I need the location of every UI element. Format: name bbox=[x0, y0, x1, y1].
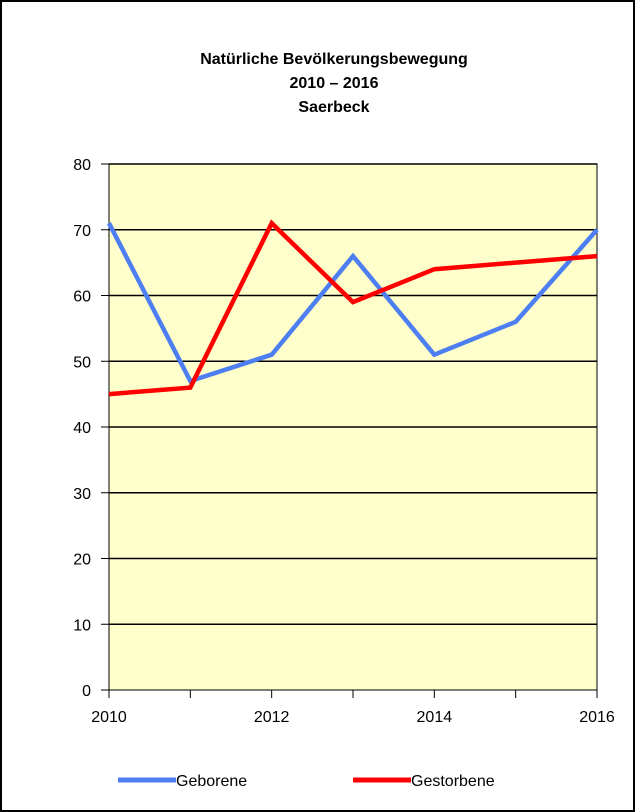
y-tick-label-40: 40 bbox=[73, 420, 91, 437]
series-line-geborene bbox=[106, 222, 599, 384]
chart-title-line-1: Natürliche Bevölkerungsbewegung bbox=[200, 51, 468, 68]
y-tick-label-60: 60 bbox=[73, 289, 91, 306]
y-tick-label-70: 70 bbox=[73, 223, 91, 240]
x-tick-label-2012: 2012 bbox=[254, 709, 290, 726]
legend-label-geborene: Geborene bbox=[176, 773, 247, 790]
y-tick-label-0: 0 bbox=[82, 683, 91, 700]
x-tick-label-2010: 2010 bbox=[91, 709, 127, 726]
series-lines bbox=[106, 219, 599, 397]
y-tick-label-80: 80 bbox=[73, 157, 91, 174]
y-tick-label-20: 20 bbox=[73, 552, 91, 569]
x-tick-label-2016: 2016 bbox=[579, 709, 615, 726]
series-line-gestorbene bbox=[108, 219, 598, 397]
y-tick-label-50: 50 bbox=[73, 354, 91, 371]
chart-title-line-2: 2010 – 2016 bbox=[290, 75, 379, 92]
x-tick-label-2014: 2014 bbox=[417, 709, 453, 726]
y-tick-label-10: 10 bbox=[73, 617, 91, 634]
grid-lines bbox=[109, 163, 597, 625]
legend: Geborene Gestorbene bbox=[118, 773, 495, 790]
chart-title-line-3: Saerbeck bbox=[298, 99, 369, 116]
y-tick-label-30: 30 bbox=[73, 486, 91, 503]
legend-label-gestorbene: Gestorbene bbox=[411, 773, 495, 790]
axes: 0 10 20 30 40 50 60 70 80 2010 2012 2014 2016 bbox=[73, 157, 615, 726]
